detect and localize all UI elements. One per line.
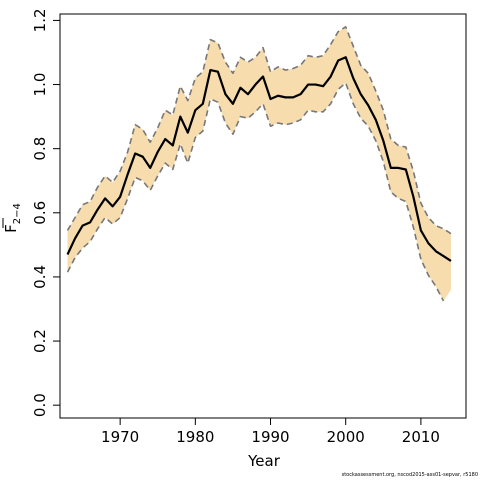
x-tick-label-1980: 1980 [176,428,214,446]
y-tick-label-0: 0.0 [31,393,49,417]
estimate-line [66,56,452,262]
y-axis-title-main: F [2,224,20,233]
y-axis: 0.0 0.2 0.4 0.6 0.8 1.0 1.2 [31,8,60,417]
x-tick-label-1990: 1990 [251,428,289,446]
x-tick-label-1970: 1970 [101,428,139,446]
x-tick-label-2000: 2000 [327,428,365,446]
chart-caption: stockassessment.org, nscod2015-ass01-sep… [342,472,478,478]
x-axis: 1970 1980 1990 2000 2010 [101,418,440,446]
y-tick-label-1: 0.2 [31,329,49,353]
confidence-band-layer [67,26,451,301]
y-axis-title-subscript: 2−4 [12,203,23,224]
svg-text:F2−4: F2−4 [2,203,23,233]
y-tick-label-2: 0.4 [31,265,49,289]
y-tick-label-6: 1.2 [31,8,49,32]
x-axis-title: Year [247,452,281,470]
y-axis-title: F2−4 [2,203,23,233]
y-tick-label-4: 0.8 [31,137,49,161]
x-tick-label-2010: 2010 [402,428,440,446]
upper-bound-line [66,26,452,235]
confidence-band [67,26,451,301]
y-tick-label-5: 1.0 [31,73,49,97]
lower-bound-line [66,82,445,302]
series-layer [66,26,452,302]
plot-frame [59,13,467,419]
y-tick-label-3: 0.6 [31,201,49,225]
